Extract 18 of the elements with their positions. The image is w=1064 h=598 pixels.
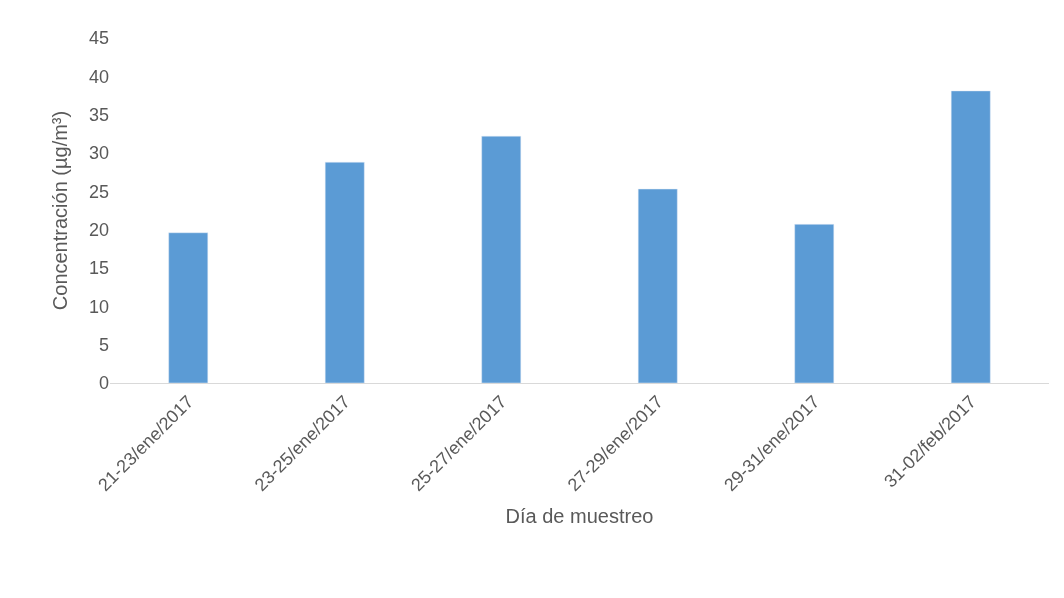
y-tick-label: 30	[88, 143, 109, 164]
bar	[481, 135, 522, 383]
y-axis-title: Concentración (µg/m³)	[49, 110, 72, 311]
bar	[794, 224, 835, 383]
y-tick-label: 15	[88, 258, 109, 279]
y-tick-label: 40	[88, 66, 109, 87]
y-tick-label: 5	[98, 334, 109, 355]
y-tick-label: 25	[88, 181, 109, 202]
bar	[168, 232, 209, 383]
x-axis-title: Día de muestreo	[505, 505, 654, 528]
y-tick-label: 10	[88, 296, 109, 317]
bar	[950, 90, 991, 383]
y-tick-label: 20	[88, 219, 109, 240]
y-tick-label: 35	[88, 104, 109, 125]
y-tick-label: 45	[88, 28, 109, 49]
y-tick-label: 0	[98, 373, 109, 394]
bar	[637, 188, 678, 383]
bar	[324, 161, 365, 383]
